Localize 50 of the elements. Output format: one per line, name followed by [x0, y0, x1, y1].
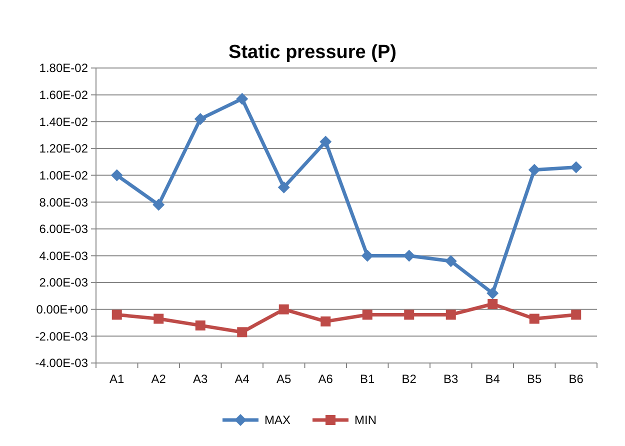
point	[320, 316, 331, 326]
point	[444, 255, 457, 268]
point	[195, 320, 206, 330]
point	[528, 164, 540, 176]
y-tick-label: 6.00E-03	[39, 222, 88, 236]
point	[362, 310, 372, 320]
y-tick-label: 1.60E-02	[39, 88, 88, 102]
point	[112, 310, 122, 320]
y-tick-label: 1.00E-02	[39, 168, 88, 182]
x-tick-label: A1	[110, 372, 125, 386]
point	[110, 169, 123, 182]
point	[194, 112, 206, 125]
x-tick-label: B2	[402, 372, 417, 386]
point	[236, 92, 248, 105]
point	[529, 314, 540, 324]
y-tick-label: 4.00E-03	[39, 248, 88, 263]
point	[403, 250, 416, 262]
y-tick-label: 0.00E+00	[36, 302, 88, 317]
y-tick-label: -4.00E-03	[35, 356, 88, 370]
x-tick-label: B1	[360, 372, 376, 386]
point	[278, 304, 289, 314]
y-tick-label: -2.00E-03	[35, 329, 88, 344]
point	[446, 310, 456, 320]
point	[320, 136, 332, 148]
x-tick-label: B5	[527, 372, 542, 386]
point	[404, 310, 414, 320]
x-tick-label: B4	[485, 372, 500, 386]
y-tick-label: 1.20E-02	[39, 142, 88, 156]
x-tick-label: A4	[234, 372, 250, 386]
point	[237, 327, 248, 338]
x-tick-label: A5	[276, 372, 292, 386]
y-tick-label: 1.40E-02	[39, 114, 88, 129]
y-tick-label: 2.00E-03	[39, 276, 88, 290]
point	[154, 314, 164, 324]
x-tick-label: B3	[444, 372, 459, 386]
legend-label: MIN	[354, 413, 376, 428]
point	[488, 299, 498, 309]
legend-label: MAX	[264, 413, 291, 428]
point	[571, 310, 582, 320]
point	[570, 161, 582, 174]
chart-title: Static pressure (P)	[228, 42, 396, 63]
y-tick-label: 1.80E-02	[39, 61, 88, 76]
x-tick-label: A2	[151, 372, 166, 386]
y-tick-label: 8.00E-03	[39, 195, 88, 210]
point	[278, 181, 290, 194]
point	[152, 198, 165, 211]
x-tick-label: A6	[318, 372, 334, 386]
x-tick-label: B6	[568, 372, 584, 386]
x-tick-label: A3	[193, 372, 208, 386]
point	[486, 287, 499, 300]
